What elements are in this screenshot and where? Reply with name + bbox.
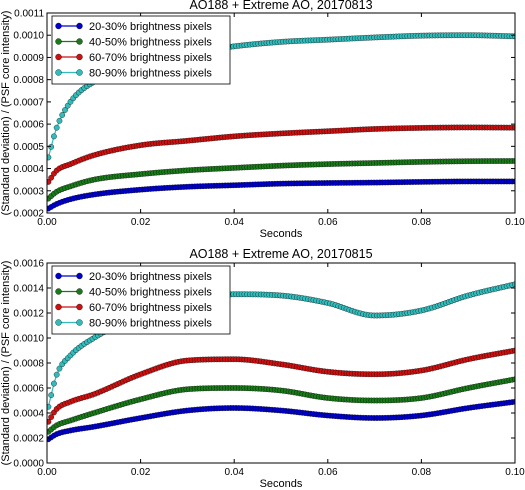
x-tick-label: 0.06 (318, 217, 338, 228)
x-tick-label: 0.02 (131, 467, 151, 478)
x-axis-label: Seconds (260, 478, 303, 490)
x-axis-label: Seconds (260, 228, 303, 240)
y-tick-label: 0.0000 (13, 459, 44, 470)
y-tick-label: 0.0010 (13, 31, 44, 42)
series-1 (47, 178, 515, 212)
legend: 20-30% brightness pixels 40-50% brightnes… (51, 15, 231, 85)
legend-item-1: 20-30% brightness pixels (55, 271, 212, 283)
x-tick-label: 0.02 (131, 217, 151, 228)
series-2 (47, 376, 515, 435)
y-tick-label: 0.0008 (13, 75, 44, 86)
legend-item-3: 60-70% brightness pixels (55, 52, 212, 64)
series-marker (62, 107, 68, 113)
legend-swatch-marker (76, 319, 83, 326)
series-marker (56, 117, 63, 124)
y-tick-label: 0.0007 (13, 97, 44, 108)
legend-swatch-marker (76, 38, 83, 45)
x-tick-label: 0.10 (505, 467, 525, 478)
x-tick-label: 0.08 (412, 217, 432, 228)
legend-swatch-marker (76, 22, 83, 30)
legend-swatch-marker (55, 69, 62, 76)
legend-item-4: 80-90% brightness pixels (55, 68, 212, 80)
y-tick-label: 0.0016 (13, 259, 44, 270)
legend-swatch-marker (55, 319, 62, 326)
series-3 (47, 347, 515, 425)
x-tick-label: 0.00 (37, 217, 57, 228)
series-3 (47, 124, 515, 185)
x-tick-label: 0.00 (37, 467, 57, 478)
series-marker (48, 392, 55, 398)
y-tick-label: 0.0004 (13, 164, 44, 175)
legend-swatch-marker (76, 272, 83, 280)
series-marker (64, 102, 71, 109)
y-tick-label: 0.0014 (13, 284, 44, 295)
y-axis-label: (Standard deviation) / (PSF core intensi… (0, 261, 12, 466)
series-marker (47, 179, 52, 185)
chart-panel-2: AO188 + Extreme AO, 20170815 0.00 0.02 0.04… (0, 247, 525, 490)
y-tick-label: 0.0006 (13, 384, 44, 395)
legend-swatch-marker (55, 272, 62, 280)
series-marker (53, 124, 60, 131)
legend-label: 80-90% brightness pixels (89, 68, 212, 80)
series-marker (47, 403, 52, 410)
y-tick-label: 0.0011 (14, 9, 44, 20)
legend-label: 40-50% brightness pixels (89, 287, 212, 299)
series-marker (48, 414, 55, 420)
legend-swatch-marker (76, 53, 83, 61)
y-tick-label: 0.0008 (13, 359, 44, 370)
legend-item-4: 80-90% brightness pixels (55, 318, 212, 330)
legend-swatch-marker (76, 69, 83, 76)
legend-swatch-marker (55, 38, 62, 45)
legend-label: 60-70% brightness pixels (89, 52, 212, 64)
y-tick-label: 0.0005 (13, 142, 44, 153)
series-marker (53, 371, 60, 378)
y-tick-label: 0.0006 (13, 120, 44, 131)
series-marker (48, 144, 55, 150)
legend-swatch-marker (55, 22, 62, 30)
legend-item-2: 40-50% brightness pixels (55, 37, 212, 49)
legend-label: 80-90% brightness pixels (89, 318, 212, 330)
y-tick-label: 0.0010 (13, 334, 44, 345)
y-tick-label: 0.0002 (13, 209, 44, 220)
x-tick-label: 0.10 (505, 217, 525, 228)
y-tick-label: 0.0012 (13, 309, 44, 320)
y-tick-label: 0.0002 (13, 434, 44, 445)
legend-item-1: 20-30% brightness pixels (55, 21, 212, 33)
series-marker (59, 112, 66, 118)
y-tick-label: 0.0009 (13, 53, 44, 64)
y-tick-label: 0.0004 (13, 409, 44, 420)
axes-frame (46, 12, 516, 214)
chart-title: AO188 + Extreme AO, 20170813 (189, 0, 372, 12)
series-marker (56, 365, 63, 372)
x-tick-label: 0.06 (318, 467, 338, 478)
legend-swatch-marker (76, 288, 83, 295)
legend-swatch-marker (76, 303, 83, 311)
legend-label: 20-30% brightness pixels (89, 271, 212, 283)
chart-panel-1: AO188 + Extreme AO, 20170813 0.00 0.02 0.04… (0, 0, 525, 240)
legend-swatch-marker (55, 303, 62, 311)
series-marker (51, 133, 57, 140)
legend-label: 40-50% brightness pixels (89, 37, 212, 49)
x-tick-label: 0.04 (224, 467, 244, 478)
legend: 20-30% brightness pixels 40-50% brightnes… (51, 265, 231, 335)
legend-item-3: 60-70% brightness pixels (55, 302, 212, 314)
series-1 (47, 398, 515, 443)
legend-label: 20-30% brightness pixels (89, 21, 212, 33)
legend-swatch-marker (55, 288, 62, 295)
x-tick-label: 0.08 (412, 467, 432, 478)
series-2 (47, 158, 515, 202)
legend-label: 60-70% brightness pixels (89, 302, 212, 314)
x-tick-label: 0.04 (224, 217, 244, 228)
chart-title: AO188 + Extreme AO, 20170815 (189, 247, 372, 261)
series-marker (47, 154, 52, 161)
y-axis-label: (Standard deviation) / (PSF core intensi… (0, 11, 12, 216)
y-tick-label: 0.0003 (13, 186, 44, 197)
legend-item-2: 40-50% brightness pixels (55, 287, 212, 299)
series-marker (48, 174, 55, 181)
legend-swatch-marker (55, 53, 62, 61)
series-marker (51, 380, 57, 387)
series-group (47, 32, 515, 212)
series-marker (47, 418, 52, 425)
